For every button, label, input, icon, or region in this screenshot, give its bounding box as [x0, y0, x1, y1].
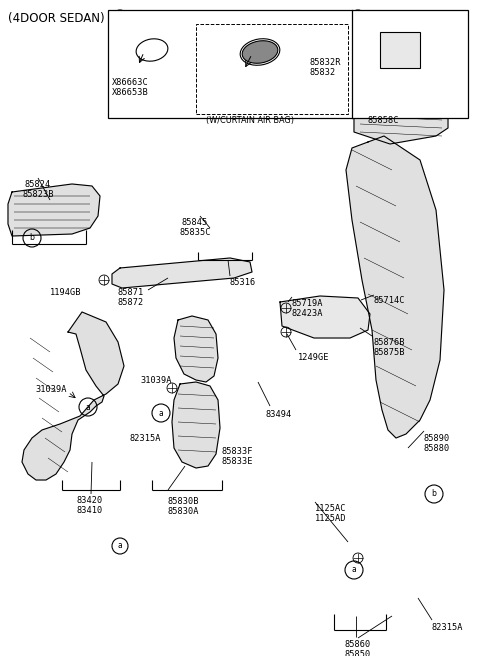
Text: 31039A: 31039A	[140, 376, 171, 385]
Text: 85832R
85832: 85832R 85832	[310, 58, 341, 77]
Bar	[196, 24, 348, 114]
Bar	[380, 32, 420, 68]
Text: 85833F
85833E: 85833F 85833E	[222, 447, 253, 466]
Polygon shape	[174, 316, 218, 382]
Polygon shape	[346, 136, 444, 438]
Text: 83494: 83494	[265, 410, 291, 419]
Polygon shape	[22, 312, 124, 480]
Text: 85876B
85875B: 85876B 85875B	[374, 338, 406, 358]
Text: (W/CURTAIN AIR BAG): (W/CURTAIN AIR BAG)	[206, 116, 294, 125]
Text: 1125AC
1125AD: 1125AC 1125AD	[315, 504, 347, 523]
Polygon shape	[280, 296, 370, 338]
Text: X86663C
X86653B: X86663C X86653B	[112, 78, 149, 97]
Text: a: a	[118, 541, 122, 550]
Polygon shape	[8, 184, 100, 236]
Text: 1194GB: 1194GB	[50, 288, 82, 297]
Text: 82315A: 82315A	[130, 434, 161, 443]
Text: b: b	[432, 489, 436, 499]
Text: a: a	[85, 403, 90, 411]
Text: 85824
85823B: 85824 85823B	[22, 180, 54, 199]
Text: a: a	[158, 409, 163, 417]
Text: 85830B
85830A: 85830B 85830A	[167, 497, 199, 516]
Bar	[108, 10, 468, 118]
Polygon shape	[172, 382, 220, 468]
Text: a: a	[352, 565, 356, 575]
Text: 85316: 85316	[230, 278, 256, 287]
Text: (4DOOR SEDAN): (4DOOR SEDAN)	[8, 12, 105, 25]
Text: b: b	[356, 14, 360, 22]
Text: 85719A
82423A: 85719A 82423A	[292, 299, 324, 318]
Text: 85860
85850: 85860 85850	[345, 640, 371, 656]
Text: 31039A: 31039A	[35, 385, 67, 394]
Text: 85858C: 85858C	[368, 116, 399, 125]
Ellipse shape	[242, 41, 278, 63]
Text: 85714C: 85714C	[374, 296, 406, 305]
Polygon shape	[354, 88, 448, 144]
Text: 82315A: 82315A	[432, 623, 464, 632]
Text: 85890
85880: 85890 85880	[424, 434, 450, 453]
Text: a: a	[118, 14, 122, 22]
Text: 85871
85872: 85871 85872	[118, 288, 144, 308]
Text: 85845
85835C: 85845 85835C	[179, 218, 211, 237]
Text: b: b	[30, 234, 35, 243]
Polygon shape	[112, 258, 252, 288]
Text: 83420
83410: 83420 83410	[77, 496, 103, 516]
Text: 1249GE: 1249GE	[298, 353, 329, 362]
